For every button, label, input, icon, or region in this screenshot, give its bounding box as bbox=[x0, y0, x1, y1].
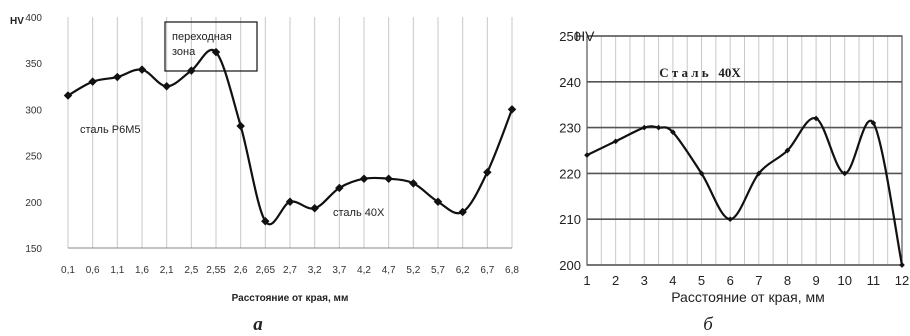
chart-a-y-axis-label: HV bbox=[10, 16, 24, 27]
chart-a-annotation-steel-40x: сталь 40Х bbox=[333, 207, 385, 219]
chart-a-annotation-transition-line1: переходная bbox=[172, 31, 232, 43]
chart-b-y-tick-label: 200 bbox=[559, 258, 581, 273]
chart-a-point bbox=[63, 91, 73, 100]
chart-b-x-tick-label: 10 bbox=[837, 273, 851, 288]
chart-a-x-tick-label: 5,2 bbox=[406, 265, 420, 276]
chart-b-y-tick-label: 250 bbox=[559, 29, 581, 44]
chart-a-annotation-box bbox=[164, 21, 258, 72]
chart-a-markers bbox=[63, 47, 517, 226]
chart-a-y-tick-label: 250 bbox=[25, 152, 42, 163]
chart-a-y-tick-label: 400 bbox=[25, 13, 42, 24]
chart-a-y-tick-label: 200 bbox=[25, 198, 42, 209]
chart-a-x-tick-label: 1,6 bbox=[135, 265, 149, 276]
chart-b-x-tick-label: 4 bbox=[669, 273, 676, 288]
chart-a-y-tick-label: 300 bbox=[25, 105, 42, 116]
chart-b-x-tick-label: 2 bbox=[612, 273, 619, 288]
chart-a-point bbox=[162, 82, 171, 91]
chart-a-x-tick-label: 2,55 bbox=[206, 265, 226, 276]
chart-b-point bbox=[670, 129, 676, 136]
chart-a-point bbox=[137, 65, 147, 74]
chart-b-x-tick-label: 9 bbox=[812, 273, 819, 288]
chart-b-y-tick-label: 240 bbox=[559, 75, 581, 90]
chart-a-x-tick-label: 6,8 bbox=[505, 265, 519, 276]
chart-b-point bbox=[727, 216, 734, 223]
chart-a-point bbox=[384, 174, 393, 183]
chart-b-y-tick-label: 230 bbox=[559, 121, 581, 136]
chart-a-x-tick-label: 5,7 bbox=[431, 265, 445, 276]
chart-b-point bbox=[612, 138, 619, 145]
chart-a-point bbox=[236, 121, 245, 131]
chart-a-x-tick-label: 4,7 bbox=[382, 265, 396, 276]
chart-a-x-tick-label: 0,6 bbox=[86, 265, 100, 276]
chart-a-x-tick-label: 2,65 bbox=[256, 265, 276, 276]
chart-b-point bbox=[841, 170, 848, 177]
chart-a-x-tick-label: 0,1 bbox=[61, 265, 75, 276]
chart-a-x-tick-label: 3,2 bbox=[308, 265, 322, 276]
chart-a: 150 200 250 300 350 400 0,1 0,6 1,1 1,6 2,1 2,5 2,5… bbox=[10, 13, 519, 335]
chart-b-panel-label: б bbox=[703, 314, 714, 335]
chart-b-y-tick-label: 210 bbox=[559, 212, 581, 227]
chart-a-point bbox=[88, 77, 97, 86]
chart-a-y-ticks: 150 200 250 300 350 400 bbox=[25, 13, 42, 255]
chart-a-annotation-steel-p6m5: сталь Р6М5 bbox=[80, 124, 140, 136]
chart-a-x-tick-label: 2,5 bbox=[184, 265, 198, 276]
chart-b-markers bbox=[584, 115, 905, 268]
chart-b-x-tick-label: 3 bbox=[641, 273, 648, 288]
chart-b-point bbox=[870, 120, 877, 126]
chart-a-point bbox=[335, 183, 344, 193]
chart-a-point bbox=[507, 105, 517, 114]
chart-b-point bbox=[899, 262, 905, 268]
chart-a-point bbox=[310, 204, 319, 213]
chart-b-y-axis-label: HV bbox=[575, 28, 595, 44]
chart-b-point bbox=[698, 170, 705, 177]
chart-b-x-tick-label: 1 bbox=[583, 273, 590, 288]
chart-a-x-tick-label: 2,6 bbox=[234, 265, 248, 276]
chart-a-panel-label: а bbox=[253, 314, 263, 335]
chart-b-y-ticks: 200 210 220 230 240 250 bbox=[559, 29, 581, 273]
chart-b-point bbox=[755, 170, 762, 177]
chart-a-point bbox=[211, 47, 221, 57]
chart-a-x-tick-label: 2,1 bbox=[160, 265, 174, 276]
chart-a-point bbox=[458, 207, 467, 217]
chart-b-x-tick-label: 7 bbox=[755, 273, 762, 288]
chart-a-x-tick-label: 4,2 bbox=[357, 265, 371, 276]
chart-a-x-tick-label: 3,7 bbox=[332, 265, 346, 276]
chart-b-point bbox=[641, 124, 648, 131]
chart-b-x-tick-label: 12 bbox=[895, 273, 909, 288]
chart-b-title: С т а л ь 40Х bbox=[659, 65, 741, 80]
chart-b-point bbox=[584, 152, 590, 158]
chart-b-grid bbox=[586, 35, 902, 266]
chart-b-x-tick-label: 11 bbox=[867, 273, 881, 288]
chart-a-x-tick-label: 1,1 bbox=[110, 265, 124, 276]
chart-a-annotation-transition-line2: зона bbox=[172, 46, 196, 58]
chart-a-x-tick-label: 6,7 bbox=[480, 265, 494, 276]
chart-a-y-tick-label: 350 bbox=[25, 59, 42, 70]
chart-b-x-tick-label: 5 bbox=[698, 273, 705, 288]
chart-a-point bbox=[261, 216, 270, 226]
chart-b-x-ticks: 1 2 3 4 5 6 7 8 9 10 11 12 bbox=[583, 273, 909, 288]
chart-b-point bbox=[813, 115, 819, 122]
chart-a-grid bbox=[67, 17, 513, 248]
chart-a-point bbox=[113, 72, 122, 82]
chart-a-point bbox=[409, 179, 418, 188]
chart-b-plot-frame bbox=[586, 35, 903, 266]
chart-a-point bbox=[359, 174, 369, 183]
chart-b-y-tick-label: 220 bbox=[559, 166, 581, 181]
chart-a-point bbox=[285, 197, 295, 207]
chart-a-x-axis-label: Расстояние от края, мм bbox=[232, 293, 349, 304]
chart-b-x-tick-label: 6 bbox=[727, 273, 734, 288]
chart-a-x-ticks: 0,1 0,6 1,1 1,6 2,1 2,5 2,55 2,6 2,65 2,7 3,2 3,7 4,… bbox=[61, 265, 519, 276]
chart-b-x-axis-label: Расстояние от края, мм bbox=[671, 289, 825, 305]
chart-b-point bbox=[784, 147, 791, 154]
chart-a-point bbox=[433, 197, 443, 207]
chart-a-x-tick-label: 2,7 bbox=[283, 265, 297, 276]
chart-a-y-tick-label: 150 bbox=[25, 244, 42, 255]
chart-a-point bbox=[483, 167, 492, 177]
chart-a-x-tick-label: 6,2 bbox=[456, 265, 470, 276]
chart-b-x-tick-label: 8 bbox=[784, 273, 791, 288]
chart-b-point bbox=[655, 124, 662, 131]
